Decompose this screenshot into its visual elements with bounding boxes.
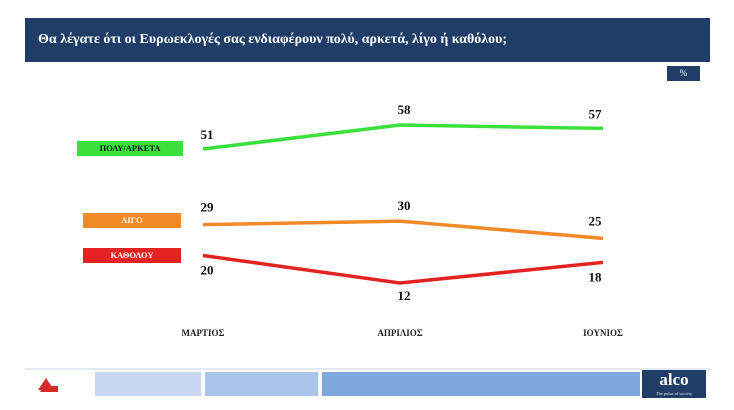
value-label: 25 (589, 213, 603, 228)
unit-box (667, 66, 700, 81)
x-tick-label: ΑΠΡΙΛΙΟΣ (377, 328, 422, 338)
value-label: 20 (201, 263, 214, 278)
footer-block (322, 372, 640, 396)
legend-box (83, 213, 181, 228)
chart-title: Θα λέγατε ότι οι Ευρωεκλογές σας ενδιαφέ… (38, 32, 507, 47)
value-label: 58 (398, 102, 412, 117)
brand: alco (659, 370, 688, 389)
tagline: The pulse of society (656, 391, 693, 396)
value-label: 12 (398, 288, 411, 303)
unit: % (680, 68, 688, 78)
logo-icon (38, 378, 58, 392)
legend-label: ΠΟΛΥ/ΑΡΚΕΤΑ (100, 143, 162, 153)
series-line (202, 123, 604, 151)
x-tick-label: ΙΟΥΝΙΟΣ (583, 328, 623, 338)
footer-block (205, 372, 318, 396)
x-tick-label: ΜΑΡΤΙΟΣ (182, 328, 225, 338)
title-bar (25, 18, 710, 62)
legend-label: ΚΑΘΟΛΟΥ (111, 250, 154, 260)
legend-box (83, 248, 181, 263)
series-line (202, 219, 604, 241)
series-line (202, 253, 604, 285)
value-label: 18 (589, 269, 603, 284)
brand-box (642, 370, 706, 398)
value-label: 29 (201, 200, 215, 215)
legend-label: ΛΙΓΟ (121, 215, 143, 225)
legend-box (77, 141, 183, 156)
footer-block (95, 372, 201, 396)
value-label: 57 (589, 106, 603, 121)
value-label: 51 (201, 127, 214, 142)
value-label: 30 (398, 198, 411, 213)
